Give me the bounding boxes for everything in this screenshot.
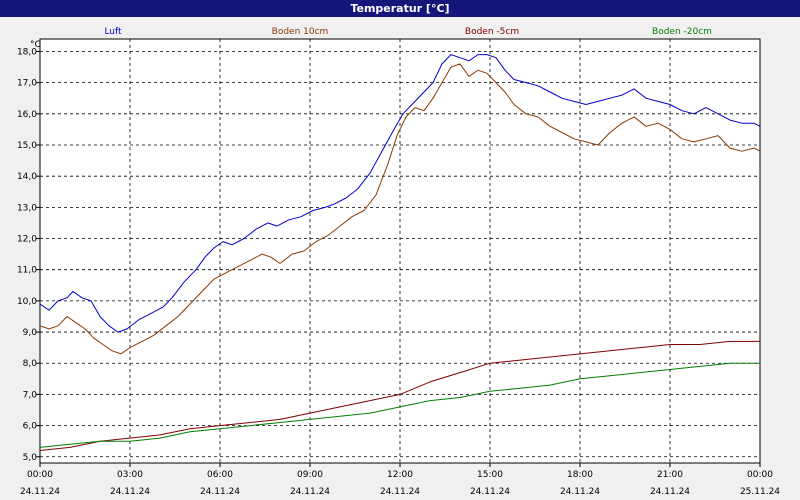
series-line-luft	[39, 54, 761, 333]
y-tick-label: 9,0	[23, 328, 38, 338]
legend-entry: Boden -20cm	[652, 27, 712, 37]
x-tick-label-time: 15:00	[477, 470, 503, 480]
x-tick-label-date: 25.11.24	[740, 487, 780, 497]
x-tick-label-date: 24.11.24	[560, 487, 600, 497]
x-tick-label-time: 09:00	[297, 470, 323, 480]
legend-entry: Boden 10cm	[272, 27, 329, 37]
x-tick-label-date: 24.11.24	[290, 487, 330, 497]
legend-entry: Boden -5cm	[465, 27, 519, 37]
x-tick-label-date: 24.11.24	[20, 487, 60, 497]
chart-title: Temperatur [°C]	[0, 0, 800, 17]
x-tick-label-date: 24.11.24	[470, 487, 510, 497]
x-tick-label-time: 21:00	[657, 470, 683, 480]
y-tick-label: 8,0	[23, 359, 38, 369]
y-axis: 5,0 6,0 7,0 8,0 9,0 10,0 11,0 12,0 13,0 14,0 15,0 1…	[17, 47, 40, 463]
x-tick-label-date: 24.11.24	[650, 487, 690, 497]
y-tick-label: 18,0	[17, 47, 37, 57]
series-line-boden-20cm	[39, 362, 760, 448]
x-tick-label-time: 03:00	[117, 470, 143, 480]
y-tick-label: 6,0	[23, 422, 38, 432]
x-tick-label-date: 24.11.24	[110, 487, 150, 497]
y-tick-label: 17,0	[17, 79, 37, 89]
y-axis-unit: °C	[30, 40, 41, 50]
y-tick-label: 11,0	[17, 266, 37, 276]
x-axis: 00:00 24.11.24 03:00 24.11.24 06:00 24.11.24 0…	[20, 463, 780, 497]
x-tick-label-time: 18:00	[567, 470, 593, 480]
x-tick-label-time: 06:00	[207, 470, 233, 480]
y-tick-label: 15,0	[17, 141, 37, 151]
x-tick-label-time: 00:00	[27, 470, 53, 480]
x-tick-label-date: 24.11.24	[380, 487, 420, 497]
legend: Luft Boden 10cm Boden -5cm Boden -20cm	[104, 27, 712, 37]
temperature-chart: 5,0 6,0 7,0 8,0 9,0 10,0 11,0 12,0 13,0 14,0 15,0 1…	[17, 27, 780, 497]
y-tick-label: 10,0	[17, 297, 37, 307]
x-tick-label-time: 12:00	[387, 470, 413, 480]
y-tick-label: 7,0	[23, 390, 38, 400]
y-tick-label: 13,0	[17, 203, 37, 213]
x-tick-label-date: 24.11.24	[200, 487, 240, 497]
y-tick-label: 12,0	[17, 235, 37, 245]
y-tick-label: 5,0	[23, 453, 38, 463]
x-tick-label-time: 00:00	[747, 470, 773, 480]
y-tick-label: 14,0	[17, 172, 37, 182]
series-line-boden-5cm	[39, 340, 760, 451]
grid	[40, 39, 760, 463]
series-line-boden-10cm	[39, 63, 761, 355]
series-layer	[39, 54, 761, 451]
y-tick-label: 16,0	[17, 110, 37, 120]
legend-entry: Luft	[104, 27, 122, 37]
